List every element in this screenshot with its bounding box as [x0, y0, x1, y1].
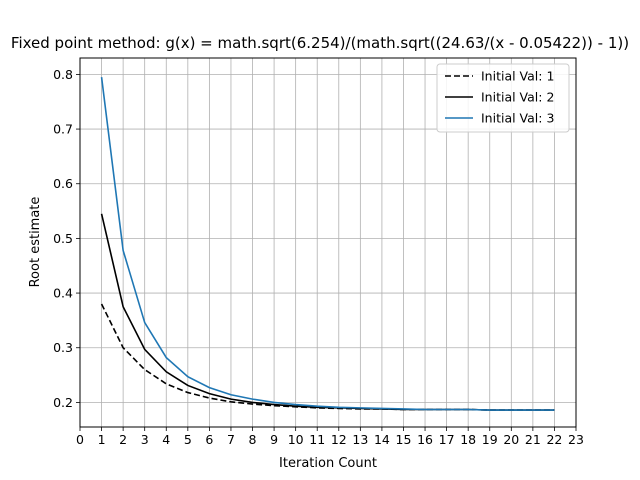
chart-title: Fixed point method: g(x) = math.sqrt(6.2…	[11, 34, 629, 52]
legend-label-1: Initial Val: 1	[481, 69, 554, 84]
x-tick-label: 5	[184, 432, 192, 447]
legend-frame	[436, 63, 570, 133]
x-tick-label: 16	[417, 432, 433, 447]
x-tick-label: 0	[76, 432, 84, 447]
x-tick-label: 17	[439, 432, 455, 447]
legend-label-3: Initial Val: 3	[481, 111, 554, 126]
y-tick-label: 0.7	[53, 122, 73, 137]
x-tick-label: 15	[396, 432, 412, 447]
x-tick-label: 21	[525, 432, 541, 447]
x-tick-label: 9	[270, 432, 278, 447]
y-tick-label: 0.2	[53, 395, 73, 410]
x-tick-label: 13	[352, 432, 368, 447]
x-axis-ticks: 0 1 2 3 4 5 6 7 8 9 10 11 12 13 14 15 16 17 18 19 20 21 22 23	[76, 427, 584, 447]
series-line-3	[100, 77, 555, 411]
x-tick-label: 8	[249, 432, 257, 447]
x-tick-label: 14	[374, 432, 390, 447]
legend: Initial Val: 1 Initial Val: 2 Initial Val:…	[436, 63, 570, 133]
series-line-2	[100, 213, 555, 411]
x-tick-label: 18	[460, 432, 476, 447]
y-tick-label: 0.4	[53, 286, 73, 301]
x-tick-label: 6	[205, 432, 213, 447]
legend-label-2: Initial Val: 2	[481, 90, 554, 105]
x-tick-label: 10	[288, 432, 304, 447]
x-tick-label: 2	[119, 432, 127, 447]
x-tick-label: 1	[98, 432, 106, 447]
x-tick-label: 23	[568, 432, 584, 447]
y-axis-label: Root estimate	[28, 197, 43, 288]
y-tick-label: 0.8	[53, 67, 73, 82]
x-tick-label: 12	[331, 432, 347, 447]
x-axis-label: Iteration Count	[279, 456, 377, 471]
y-tick-label: 0.6	[53, 176, 73, 191]
y-tick-label: 0.5	[53, 231, 73, 246]
plot-area-frame	[79, 57, 577, 428]
y-axis-ticks: 0.2 0.3 0.4 0.5 0.6 0.7 0.8	[53, 67, 80, 410]
series-group	[100, 77, 555, 411]
x-tick-label: 19	[482, 432, 498, 447]
y-tick-label: 0.3	[53, 340, 73, 355]
x-tick-label: 3	[141, 432, 149, 447]
series-line-1	[100, 303, 555, 411]
x-tick-label: 4	[162, 432, 170, 447]
x-tick-label: 7	[227, 432, 235, 447]
x-tick-label: 22	[546, 432, 562, 447]
grid	[79, 58, 577, 427]
x-tick-label: 11	[309, 432, 325, 447]
x-tick-label: 20	[503, 432, 519, 447]
